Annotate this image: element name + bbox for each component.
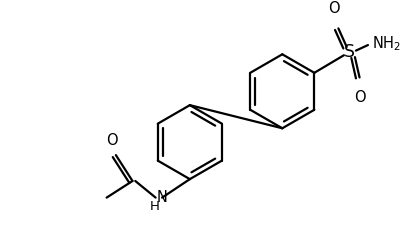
Text: O: O [353,90,365,105]
Text: S: S [343,43,354,61]
Text: N: N [156,190,167,205]
Text: NH$_2$: NH$_2$ [371,34,400,53]
Text: H: H [149,200,159,213]
Text: O: O [106,133,118,148]
Text: O: O [327,1,339,16]
